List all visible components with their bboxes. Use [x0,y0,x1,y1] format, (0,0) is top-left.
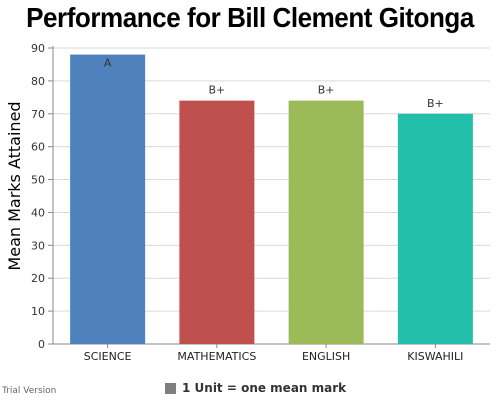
y-tick-label: 50 [31,174,45,187]
bar-science[interactable] [70,55,145,344]
data-label: B+ [427,97,444,110]
y-tick-label: 60 [31,141,45,154]
y-axis-title: Mean Marks Attained [5,101,24,270]
data-label: B+ [318,84,335,97]
data-label: A [104,57,112,70]
trial-version-note: Trial Version [2,386,56,396]
legend: 1 Unit = one mean mark [165,381,346,395]
data-label: B+ [208,84,225,97]
y-tick-label: 40 [31,206,45,219]
x-tick-label: SCIENCE [84,350,132,363]
y-tick-label: 90 [31,42,45,55]
bar-mathematics[interactable] [179,101,254,344]
y-tick-label: 20 [31,272,45,285]
y-tick-label: 80 [31,75,45,88]
legend-label: 1 Unit = one mean mark [182,381,346,395]
x-tick-label: MATHEMATICS [177,350,256,363]
y-tick-label: 0 [38,338,45,351]
bar-english[interactable] [289,101,364,344]
x-tick-label: KISWAHILI [407,350,463,363]
bar-kiswahili[interactable] [398,114,473,344]
y-tick-label: 70 [31,108,45,121]
y-tick-label: 10 [31,305,45,318]
x-tick-label: ENGLISH [302,350,350,363]
legend-swatch [165,383,176,394]
y-tick-label: 30 [31,239,45,252]
